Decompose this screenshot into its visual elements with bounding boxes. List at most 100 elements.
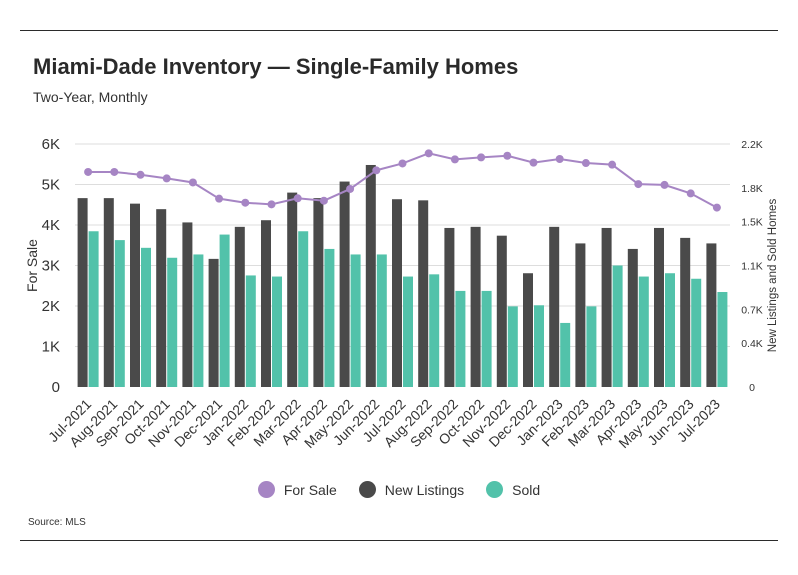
chart-title: Miami-Dade Inventory — Single-Family Hom… [33, 54, 519, 79]
bar-new-listings [287, 192, 298, 387]
bar-new-listings [156, 209, 167, 387]
y-left-tick-label: 6K [42, 136, 60, 153]
bar-sold [88, 231, 99, 387]
bar-new-listings [418, 200, 429, 387]
bar-sold [219, 234, 230, 387]
point-for-sale [660, 180, 669, 189]
legend-label-for-sale: For Sale [283, 481, 337, 498]
bar-new-listings [339, 181, 350, 387]
legend-item-new-listings[interactable]: New Listings [358, 481, 464, 498]
point-for-sale [503, 151, 512, 160]
bar-sold [245, 275, 256, 387]
legend-item-sold[interactable]: Sold [486, 481, 540, 498]
point-for-sale [319, 196, 328, 205]
bar-sold [612, 265, 623, 387]
bar-new-listings [549, 226, 560, 387]
bar-new-listings [444, 227, 455, 387]
bar-sold [638, 276, 649, 387]
point-for-sale [398, 159, 407, 168]
bar-sold [717, 292, 728, 387]
bar-new-listings [208, 258, 219, 387]
bar-sold [193, 254, 204, 387]
point-for-sale [555, 154, 564, 163]
legend-swatch-for-sale [257, 481, 275, 498]
legend-swatch-new-listings [358, 481, 376, 498]
bar-sold [560, 322, 571, 387]
bar-new-listings [261, 220, 271, 387]
point-for-sale [267, 200, 276, 209]
y-right-axis-title: New Listings and Sold Homes [767, 199, 779, 353]
bar-new-listings [706, 243, 717, 387]
bar-sold [507, 306, 518, 387]
y-left-tick-label: 2K [42, 298, 60, 315]
bar-new-listings [103, 198, 114, 387]
point-for-sale [162, 174, 171, 183]
bar-new-listings [182, 222, 193, 387]
bar-sold [324, 248, 335, 387]
y-right-tick-label: 1.8K [741, 183, 763, 195]
point-for-sale [608, 160, 617, 169]
legend-swatch-sold [486, 481, 504, 498]
point-for-sale [477, 153, 486, 162]
bar-sold [403, 276, 413, 387]
bar-new-listings [627, 248, 638, 387]
point-for-sale [136, 170, 145, 179]
y-right-tick-label: 0.4K [741, 338, 763, 350]
bar-new-listings [654, 227, 664, 387]
bar-sold [350, 254, 361, 387]
bar-new-listings [313, 198, 324, 387]
bar-new-listings [575, 243, 586, 387]
y-left-axis-title: For Sale [24, 239, 40, 292]
point-for-sale [686, 189, 695, 198]
y-right-tick-label: 2.2K [741, 139, 763, 151]
point-for-sale [634, 180, 643, 189]
point-for-sale [293, 194, 302, 203]
point-for-sale [581, 159, 590, 168]
y-left-tick-label: 0 [52, 379, 60, 396]
y-right-tick-label: 1.5K [741, 216, 763, 228]
bar-sold [691, 278, 702, 387]
y-left-tick-label: 3K [42, 258, 60, 275]
bar-new-listings [680, 237, 691, 387]
bar-sold [376, 254, 387, 387]
point-for-sale [215, 194, 224, 203]
point-for-sale [712, 203, 721, 212]
point-for-sale [450, 155, 459, 164]
y-left-tick-label: 5K [42, 177, 60, 194]
legend-label-sold: Sold [512, 481, 541, 498]
legend-item-for-sale[interactable]: For Sale [257, 481, 337, 498]
point-for-sale [110, 167, 119, 176]
y-right-tick-label: 0.7K [741, 305, 763, 317]
bar-sold [586, 306, 597, 387]
source-note: Source: MLS [28, 517, 86, 528]
bar-sold [114, 240, 125, 387]
bar-new-listings [470, 226, 481, 387]
y-right-tick-label: 0 [749, 382, 755, 394]
bar-sold [298, 231, 309, 387]
bar-new-listings [523, 273, 533, 387]
bar-sold [272, 276, 282, 387]
bar-new-listings [77, 198, 88, 387]
y-left-tick-label: 1K [42, 339, 60, 356]
bar-sold [167, 257, 178, 387]
point-for-sale [529, 158, 538, 167]
top-rule [20, 30, 778, 31]
point-for-sale [346, 184, 355, 193]
bar-new-listings [130, 203, 140, 387]
bar-sold [429, 274, 440, 387]
y-left-tick-label: 4K [42, 217, 60, 234]
bar-sold [455, 290, 466, 387]
chart-subtitle: Two-Year, Monthly [33, 89, 148, 105]
bar-sold [665, 273, 675, 387]
point-for-sale [241, 198, 250, 207]
bar-new-listings [234, 226, 245, 387]
y-right-tick-label: 1.1K [741, 261, 763, 273]
point-for-sale [424, 149, 433, 158]
bar-new-listings [496, 235, 507, 387]
point-for-sale [84, 167, 93, 176]
bottom-rule [20, 540, 778, 541]
point-for-sale [188, 178, 197, 187]
bar-sold [481, 290, 492, 387]
bar-sold [141, 247, 151, 387]
